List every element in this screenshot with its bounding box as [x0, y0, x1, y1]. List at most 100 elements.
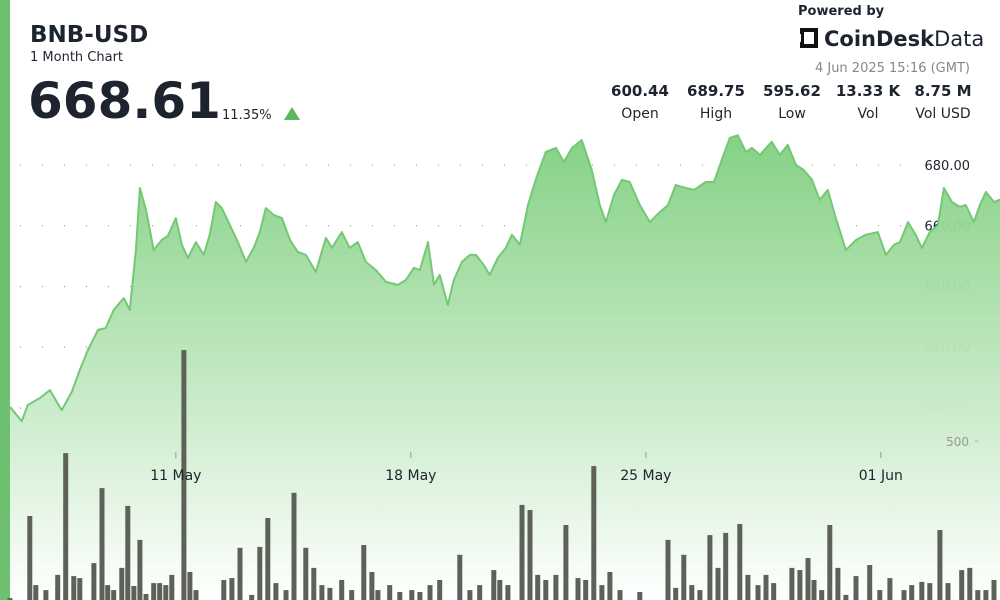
volume-bar	[945, 583, 951, 600]
volume-bar	[583, 580, 589, 600]
volume-bar	[55, 574, 61, 600]
volume-bar	[375, 590, 381, 600]
volume-bar	[543, 580, 549, 600]
volume-bar	[497, 580, 503, 600]
volume-bar	[937, 530, 943, 600]
volume-bar	[723, 532, 729, 600]
volume-bar	[563, 525, 569, 600]
volume-bar	[273, 583, 279, 600]
price-line	[9, 134, 1000, 423]
volume-bar	[617, 590, 623, 600]
volume-bar	[771, 583, 777, 600]
volume-bar	[599, 585, 605, 600]
volume-bar	[77, 578, 83, 600]
timestamp: 4 Jun 2025 15:16 (GMT)	[815, 61, 970, 76]
volume-bar	[697, 590, 703, 600]
chart-title: BNB-USD	[30, 22, 148, 48]
volume-bar	[105, 585, 111, 600]
volume-bar	[827, 525, 833, 600]
volume-bar	[43, 590, 49, 600]
volume-bar	[575, 578, 581, 600]
volume-bar	[143, 594, 149, 600]
up-arrow	[284, 107, 300, 120]
volume-bar	[303, 547, 309, 600]
volume-bar	[163, 585, 169, 600]
volume-bar	[229, 578, 235, 600]
y2-tick-label: 500	[946, 435, 969, 449]
volume-bar	[99, 488, 105, 600]
change: 11.35%	[222, 108, 272, 123]
volume-bar	[591, 466, 597, 600]
side-strip	[0, 0, 10, 600]
volume-bar	[349, 590, 355, 600]
x-tick-label: 25 May	[620, 468, 671, 484]
volume-bar	[7, 598, 13, 600]
volume-bar	[427, 585, 433, 600]
volume-bar	[519, 504, 525, 600]
volume-bar	[221, 580, 227, 600]
volume-bar	[909, 585, 915, 600]
volume-bar	[707, 535, 713, 600]
volume-bar	[673, 587, 679, 600]
volume-bar	[417, 592, 423, 600]
brand-part: Data	[934, 27, 984, 51]
price: 668.61	[28, 72, 221, 130]
volume-bar	[927, 583, 933, 600]
volume-bar	[157, 583, 163, 600]
volume-bar	[919, 581, 925, 600]
volume-bar	[91, 563, 97, 600]
volume-bar	[877, 590, 883, 600]
brand-name: CoinDeskData	[824, 27, 984, 51]
volume-bar	[319, 585, 325, 600]
volume-bar	[387, 585, 393, 600]
price-area	[10, 135, 1000, 600]
chart-subtitle: 1 Month Chart	[30, 50, 123, 65]
stat-value: 595.62	[763, 82, 821, 100]
volume-bar	[681, 554, 687, 600]
volume-bar	[237, 547, 243, 600]
volume-bar	[63, 453, 69, 600]
stat-label: Low	[778, 106, 806, 122]
volume-bar	[457, 554, 463, 600]
volume-bar	[853, 576, 859, 600]
volume-bar	[187, 572, 193, 600]
volume-bar	[265, 518, 271, 600]
volume-bar	[959, 570, 965, 600]
stat-value: 689.75	[687, 82, 745, 100]
volume-bar	[151, 583, 157, 600]
volume-bar	[33, 585, 39, 600]
stat-label: High	[700, 106, 732, 122]
volume-bar	[311, 567, 317, 600]
brand-part: CoinDesk	[824, 27, 935, 51]
y-tick-label: 680.00	[925, 159, 971, 174]
volume-bar	[437, 580, 443, 600]
volume-bar	[169, 574, 175, 600]
x-tick-label: 18 May	[385, 468, 436, 484]
brand-logo	[797, 28, 818, 48]
volume-bar	[887, 578, 893, 600]
volume-bar	[27, 516, 33, 600]
volume-bar	[535, 574, 541, 600]
stat-label: Open	[621, 106, 658, 122]
volume-bar	[119, 567, 125, 600]
volume-bar	[975, 590, 981, 600]
volume-bar	[131, 586, 137, 600]
x-tick-label: 11 May	[150, 468, 201, 484]
stat-label: Vol USD	[915, 106, 970, 122]
volume-bar	[991, 580, 997, 600]
volume-bar	[835, 567, 841, 600]
volume-bar	[737, 524, 743, 600]
volume-bar	[369, 572, 375, 600]
volume-bar	[283, 590, 289, 600]
volume-bar	[983, 590, 989, 600]
volume-bar	[867, 565, 873, 600]
volume-bar	[111, 590, 117, 600]
volume-bar	[257, 546, 263, 600]
volume-bar	[339, 580, 345, 600]
volume-bar	[819, 590, 825, 600]
volume-bar	[291, 492, 297, 600]
volume-bar	[409, 590, 415, 600]
